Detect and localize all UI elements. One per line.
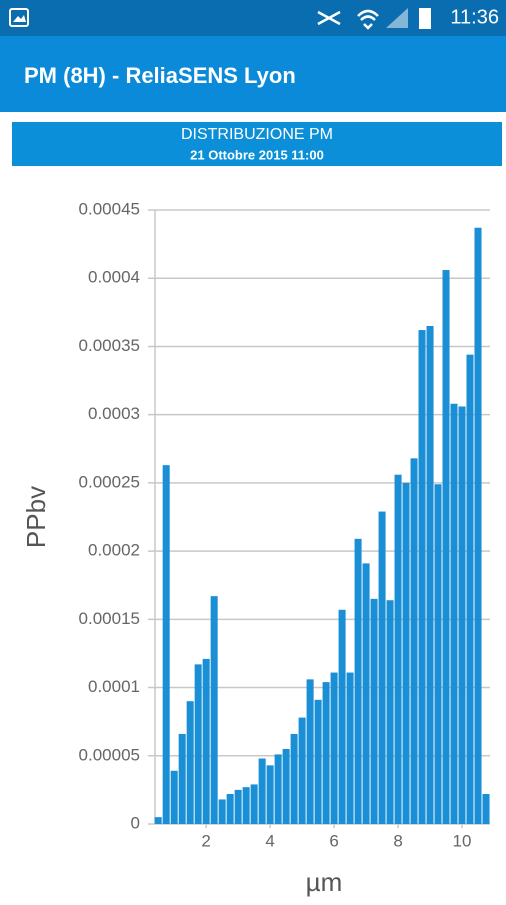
bar [226, 793, 234, 824]
bar [162, 465, 170, 824]
x-tick-label: 4 [265, 831, 274, 850]
bar [282, 748, 290, 824]
signal-icon [386, 8, 408, 28]
bar [346, 672, 354, 824]
bar [378, 511, 386, 824]
y-tick-label: 0.00005 [79, 745, 140, 764]
battery-icon [419, 8, 431, 29]
bar [178, 733, 186, 824]
bar [442, 270, 450, 825]
bar [410, 458, 418, 824]
bar [474, 227, 482, 824]
y-tick-label: 0.0003 [88, 404, 140, 423]
mute-icon [317, 10, 341, 26]
bar [330, 672, 338, 824]
bar [202, 658, 210, 824]
bar [450, 403, 458, 824]
bar [274, 754, 282, 824]
chart-header [12, 122, 502, 166]
y-axis-label: PPbv [21, 486, 51, 548]
bar [298, 717, 306, 824]
bar [234, 789, 242, 824]
bar [186, 701, 194, 824]
bar [338, 609, 346, 824]
bar [194, 664, 202, 824]
y-tick-label: 0.00025 [79, 472, 140, 491]
chart-subtitle: 21 Ottobre 2015 11:00 [190, 147, 324, 162]
app-bar-title: PM (8H) - ReliaSENS Lyon [24, 63, 296, 88]
bar [370, 598, 378, 824]
bar [426, 325, 434, 824]
bar [258, 758, 266, 824]
bar [210, 596, 218, 824]
bar [314, 699, 322, 824]
x-tick-label: 6 [329, 831, 338, 850]
x-tick-label: 2 [201, 831, 210, 850]
app-bar [0, 36, 506, 112]
bar [394, 474, 402, 824]
y-tick-label: 0.0002 [88, 541, 140, 560]
bar [466, 354, 474, 824]
bar [362, 563, 370, 824]
bar [354, 538, 362, 824]
bar [434, 484, 442, 824]
x-tick-label: 8 [393, 831, 402, 850]
bar [482, 793, 490, 824]
x-axis-label: µm [306, 867, 343, 897]
bar [266, 765, 274, 824]
y-tick-label: 0.0004 [88, 268, 140, 287]
y-tick-label: 0.00045 [79, 199, 140, 218]
bar [402, 482, 410, 824]
notification-icon-glyph [13, 15, 26, 22]
bar [250, 784, 258, 824]
bar [418, 330, 426, 824]
bar [290, 733, 298, 824]
bar [458, 406, 466, 824]
wifi-icon [357, 9, 379, 30]
status-time: 11:36 [450, 6, 499, 28]
y-tick-label: 0.00035 [79, 336, 140, 355]
bar [242, 787, 250, 824]
bar [154, 817, 162, 824]
chart-title: DISTRIBUZIONE PM [181, 126, 333, 143]
bar [306, 679, 314, 824]
notification-icon [9, 8, 29, 27]
bar [322, 682, 330, 824]
x-tick-label: 10 [453, 831, 472, 850]
y-tick-label: 0 [131, 813, 140, 832]
y-tick-label: 0.0001 [88, 677, 140, 696]
bar [170, 770, 178, 824]
y-tick-label: 0.00015 [79, 609, 140, 628]
bar [386, 600, 394, 824]
bar [218, 799, 226, 824]
